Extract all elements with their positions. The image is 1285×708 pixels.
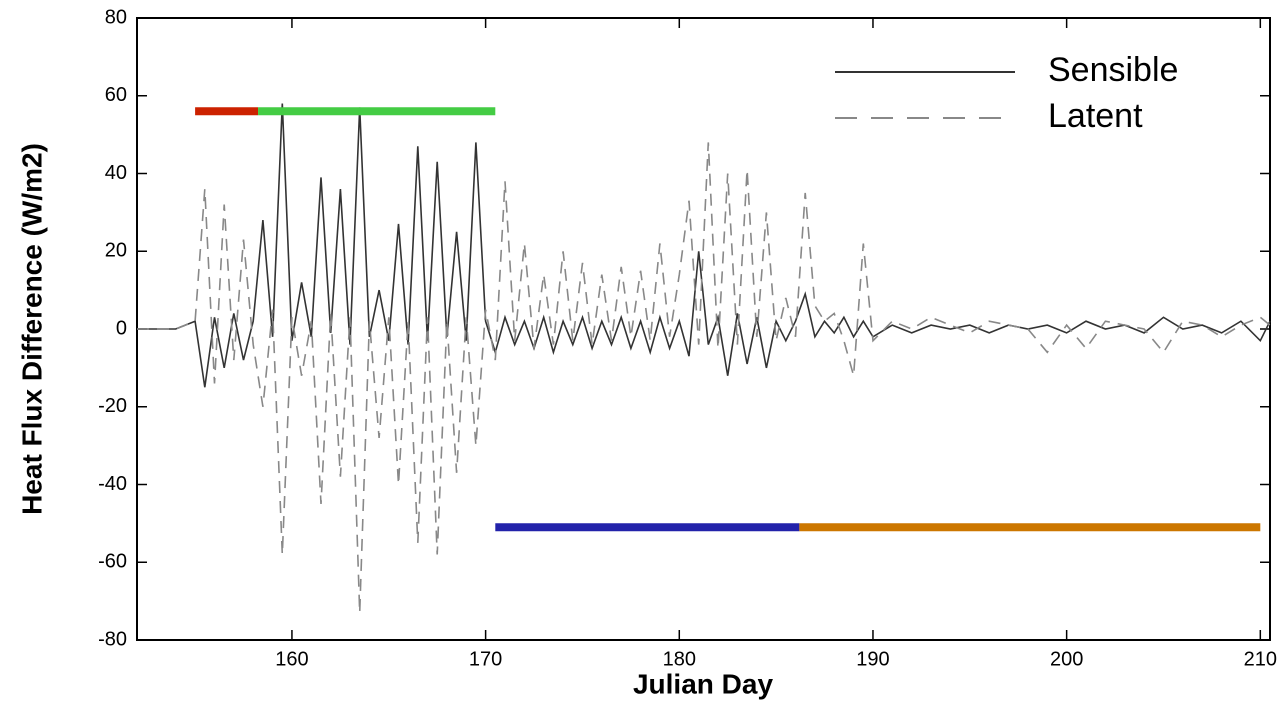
y-axis-label: Heat Flux Difference (W/m2) (16, 143, 47, 515)
y-tick-label: 20 (105, 240, 127, 262)
x-tick-label: 200 (1050, 648, 1083, 670)
series-line (137, 142, 1271, 613)
y-tick-label: -40 (98, 473, 127, 495)
y-tick-label: 0 (116, 317, 127, 339)
y-tick-label: -80 (98, 628, 127, 650)
y-tick-label: 80 (105, 6, 127, 28)
y-tick-label: 40 (105, 162, 127, 184)
legend-label: Sensible (1048, 51, 1178, 89)
x-tick-label: 170 (469, 648, 502, 670)
y-tick-label: 60 (105, 84, 127, 106)
x-axis-label: Julian Day (633, 668, 773, 699)
x-tick-label: 160 (275, 648, 308, 670)
y-tick-label: -60 (98, 551, 127, 573)
legend-label: Latent (1048, 97, 1143, 135)
y-tick-label: -20 (98, 395, 127, 417)
x-tick-label: 180 (663, 648, 696, 670)
x-tick-label: 190 (856, 648, 889, 670)
series-line (137, 103, 1271, 388)
x-tick-label: 210 (1244, 648, 1277, 670)
